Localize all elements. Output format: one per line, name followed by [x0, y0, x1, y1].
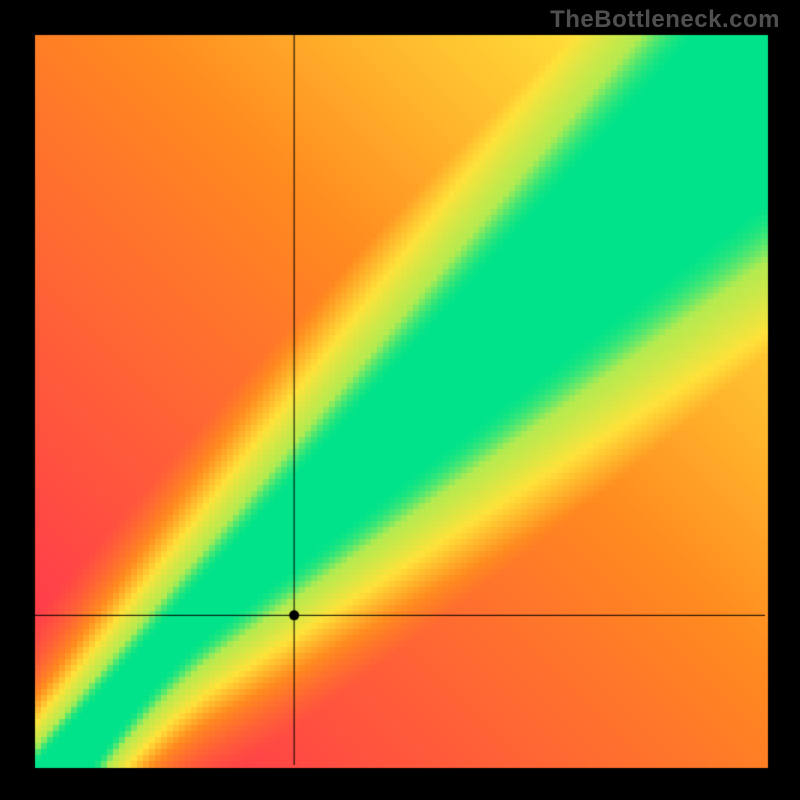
bottleneck-heatmap — [0, 0, 800, 800]
watermark-text: TheBottleneck.com — [550, 6, 780, 34]
chart-container: TheBottleneck.com — [0, 0, 800, 800]
